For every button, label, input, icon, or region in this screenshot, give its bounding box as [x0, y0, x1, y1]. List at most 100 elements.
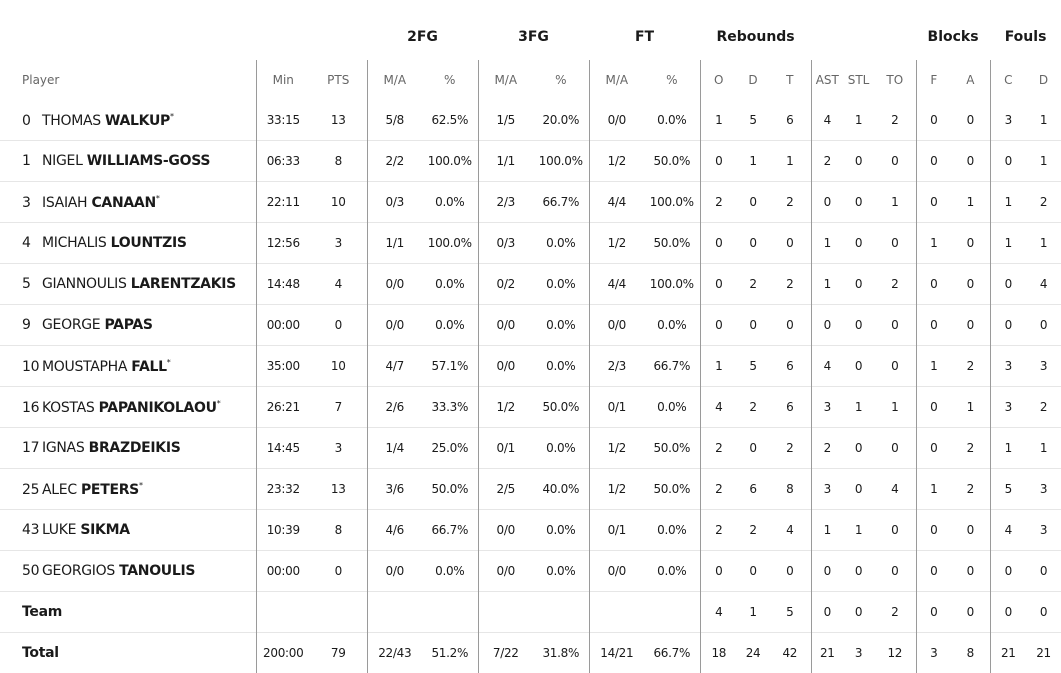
stat-cell: 33:15: [256, 100, 310, 141]
column-header[interactable]: %: [533, 60, 589, 100]
stat-cell: 5: [737, 100, 769, 141]
column-header[interactable]: O: [700, 60, 737, 100]
stat-cell: 1: [700, 100, 737, 141]
stat-cell: 0/1: [478, 428, 533, 469]
stat-cell: 2/2: [367, 141, 422, 182]
stat-cell: 2: [769, 264, 811, 305]
stat-cell: 0/0: [478, 551, 533, 592]
player-last-name: BRAZDEIKIS: [89, 440, 181, 456]
stat-cell: 0: [874, 346, 916, 387]
column-header[interactable]: D: [1026, 60, 1061, 100]
column-header[interactable]: Min: [256, 60, 310, 100]
column-header[interactable]: AST: [811, 60, 843, 100]
column-header[interactable]: T: [769, 60, 811, 100]
column-header[interactable]: C: [990, 60, 1026, 100]
stat-cell: 3: [1026, 469, 1061, 510]
player-first-name: ALEC: [42, 482, 77, 498]
stat-cell: 00:00: [256, 551, 310, 592]
stat-cell: 3: [310, 428, 367, 469]
stat-cell: 3: [916, 633, 951, 673]
stat-cell: 0: [951, 305, 990, 346]
stat-cell: 0/2: [478, 264, 533, 305]
player-last-name: WALKUP: [105, 113, 170, 129]
column-header[interactable]: STL: [843, 60, 874, 100]
column-header[interactable]: %: [422, 60, 478, 100]
stat-cell: 79: [310, 633, 367, 673]
stat-cell: 1: [916, 469, 951, 510]
stat-cell: 3/6: [367, 469, 422, 510]
stat-cell: 3: [990, 346, 1026, 387]
stat-cell: 2/5: [478, 469, 533, 510]
player-first-name: GEORGE: [42, 317, 100, 333]
stat-cell: 0: [700, 141, 737, 182]
stat-cell: 0: [916, 305, 951, 346]
group-header: FT: [589, 16, 700, 60]
player-column-header[interactable]: Player: [0, 60, 256, 100]
column-header[interactable]: F: [916, 60, 951, 100]
stat-cell: 2/3: [589, 346, 644, 387]
stat-cell: [533, 592, 589, 633]
player-first-name: KOSTAS: [42, 400, 94, 416]
stat-cell: 1: [874, 387, 916, 428]
stat-cell: 6: [769, 100, 811, 141]
column-header[interactable]: M/A: [367, 60, 422, 100]
column-header[interactable]: TO: [874, 60, 916, 100]
column-header[interactable]: M/A: [478, 60, 533, 100]
column-header[interactable]: PTS: [310, 60, 367, 100]
stat-cell: 0.0%: [422, 264, 478, 305]
stat-cell: 26:21: [256, 387, 310, 428]
stat-cell: 2: [700, 182, 737, 223]
starter-mark: *: [156, 194, 160, 203]
stat-cell: 10: [310, 182, 367, 223]
stat-cell: 2: [737, 387, 769, 428]
stat-cell: 14:48: [256, 264, 310, 305]
stat-cell: 1/2: [589, 141, 644, 182]
stat-cell: 100.0%: [644, 264, 700, 305]
column-header[interactable]: %: [644, 60, 700, 100]
player-last-name: LOUNTZIS: [111, 235, 187, 251]
stat-cell: 0/1: [589, 387, 644, 428]
stat-cell: 1/1: [367, 223, 422, 264]
column-header[interactable]: M/A: [589, 60, 644, 100]
stat-cell: 1/2: [589, 223, 644, 264]
column-header[interactable]: D: [737, 60, 769, 100]
stat-cell: 1/1: [478, 141, 533, 182]
player-first-name: GIANNOULIS: [42, 276, 127, 292]
stat-cell: 0: [843, 551, 874, 592]
stat-cell: [422, 592, 478, 633]
group-header: [811, 16, 916, 60]
stat-cell: 2: [951, 346, 990, 387]
player-first-name: IGNAS: [42, 440, 84, 456]
stat-cell: 4: [874, 469, 916, 510]
column-header[interactable]: A: [951, 60, 990, 100]
stat-cell: 0: [916, 428, 951, 469]
stat-cell: 1/4: [367, 428, 422, 469]
stat-cell: 0.0%: [422, 551, 478, 592]
stat-cell: 1: [990, 223, 1026, 264]
